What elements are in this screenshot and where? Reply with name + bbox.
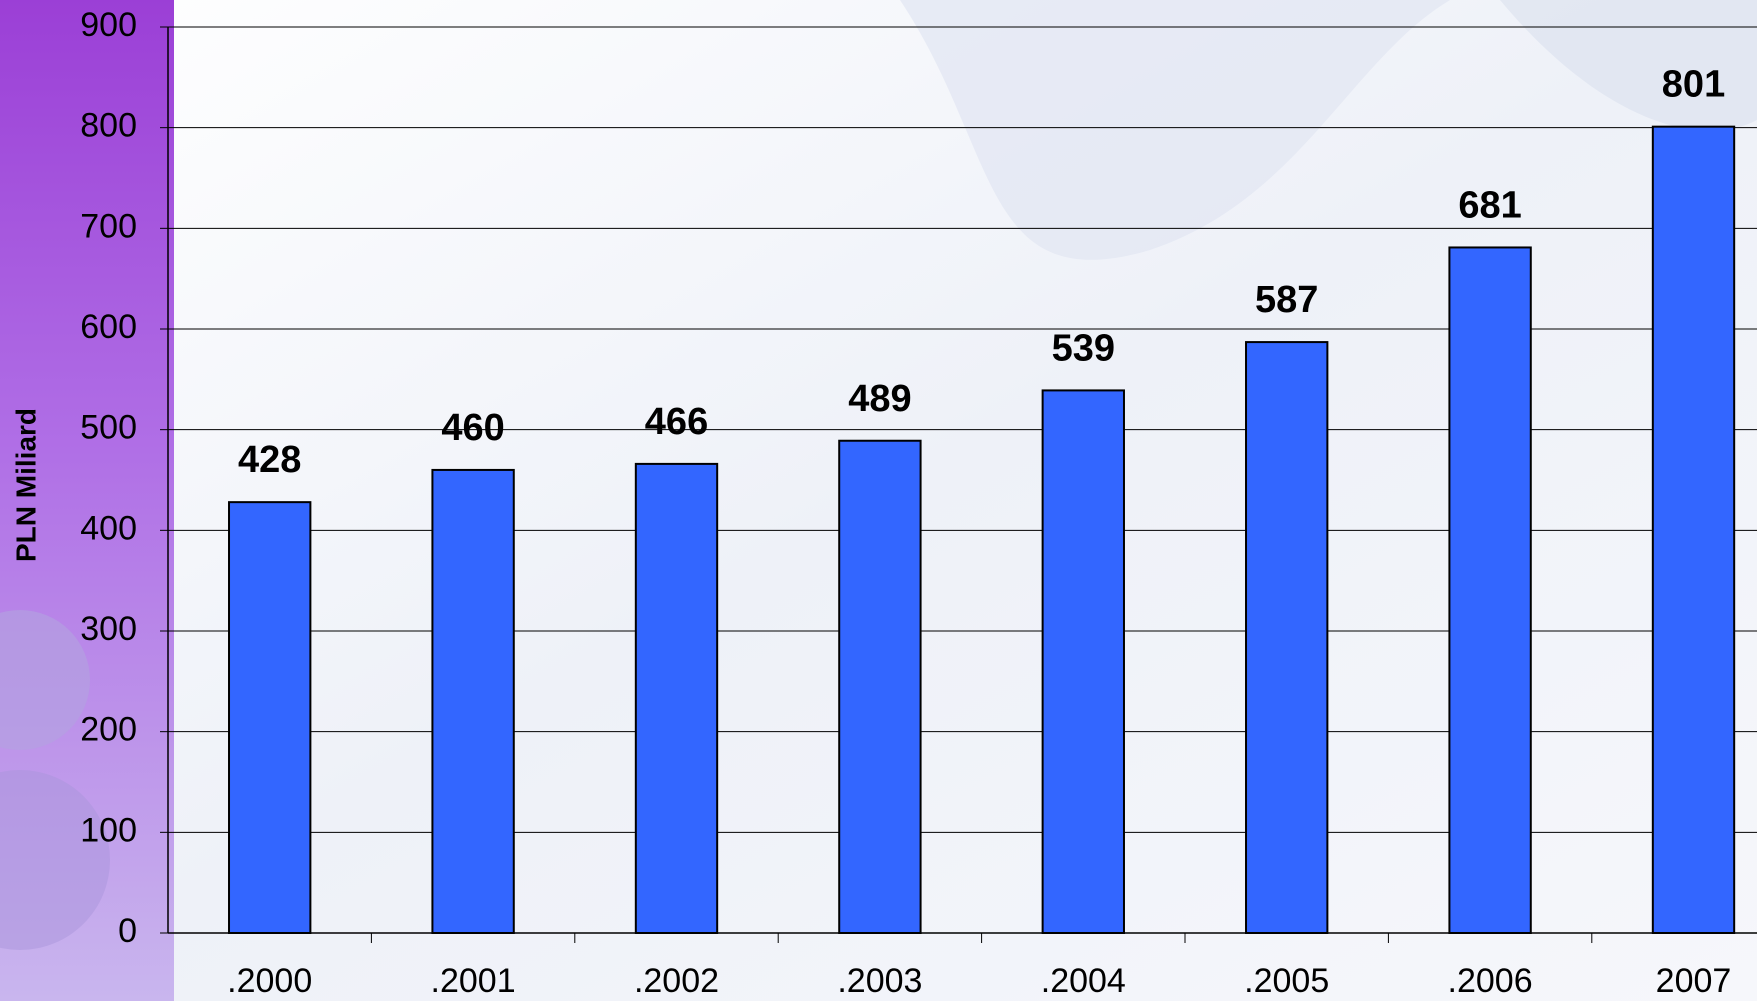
x-tick-label: .2006 (1448, 962, 1533, 1000)
y-tick-label: 100 (80, 811, 137, 849)
bar (1448, 246, 1532, 934)
x-tick-label: .2003 (837, 962, 922, 1000)
value-label: 489 (848, 378, 911, 420)
y-axis-label: PLN Miliard (10, 408, 41, 562)
strip-decoration (0, 770, 110, 950)
value-label: 460 (441, 407, 504, 449)
x-tick-label: .2001 (431, 962, 516, 1000)
bar (1651, 125, 1736, 935)
y-tick-label: 300 (80, 610, 137, 648)
y-tick-label: 800 (80, 107, 137, 145)
y-tick-label: 500 (80, 409, 137, 447)
y-tick-label: 900 (80, 6, 137, 44)
bar (838, 439, 922, 934)
bar (1041, 389, 1125, 934)
value-label: 801 (1662, 64, 1725, 106)
bar (634, 462, 719, 934)
value-label: 681 (1458, 184, 1521, 226)
x-tick-label: .2004 (1041, 962, 1126, 1000)
value-label: 428 (238, 439, 301, 481)
x-tick-label: .2005 (1244, 962, 1329, 1000)
y-tick-label: 0 (118, 912, 137, 950)
x-tick-label: .2002 (634, 962, 719, 1000)
bar (1245, 341, 1329, 934)
value-label: 587 (1255, 279, 1318, 321)
bar (431, 468, 515, 934)
value-label: 539 (1052, 327, 1115, 369)
x-tick-label: 2007 (1656, 962, 1732, 1000)
value-label: 466 (645, 401, 708, 443)
x-tick-label: .2000 (227, 962, 312, 1000)
bar (228, 501, 312, 934)
background-shape (900, 0, 1450, 260)
y-tick-label: 400 (80, 509, 137, 547)
strip-decoration (0, 610, 90, 750)
y-tick-label: 700 (80, 207, 137, 245)
background-shape (1500, 0, 1757, 131)
y-tick-label: 600 (80, 308, 137, 346)
plot-area: 0 100 200 300 400 500 600 700 800 900 .2000 428 .200… (80, 6, 1757, 1000)
y-tick-label: 200 (80, 711, 137, 749)
